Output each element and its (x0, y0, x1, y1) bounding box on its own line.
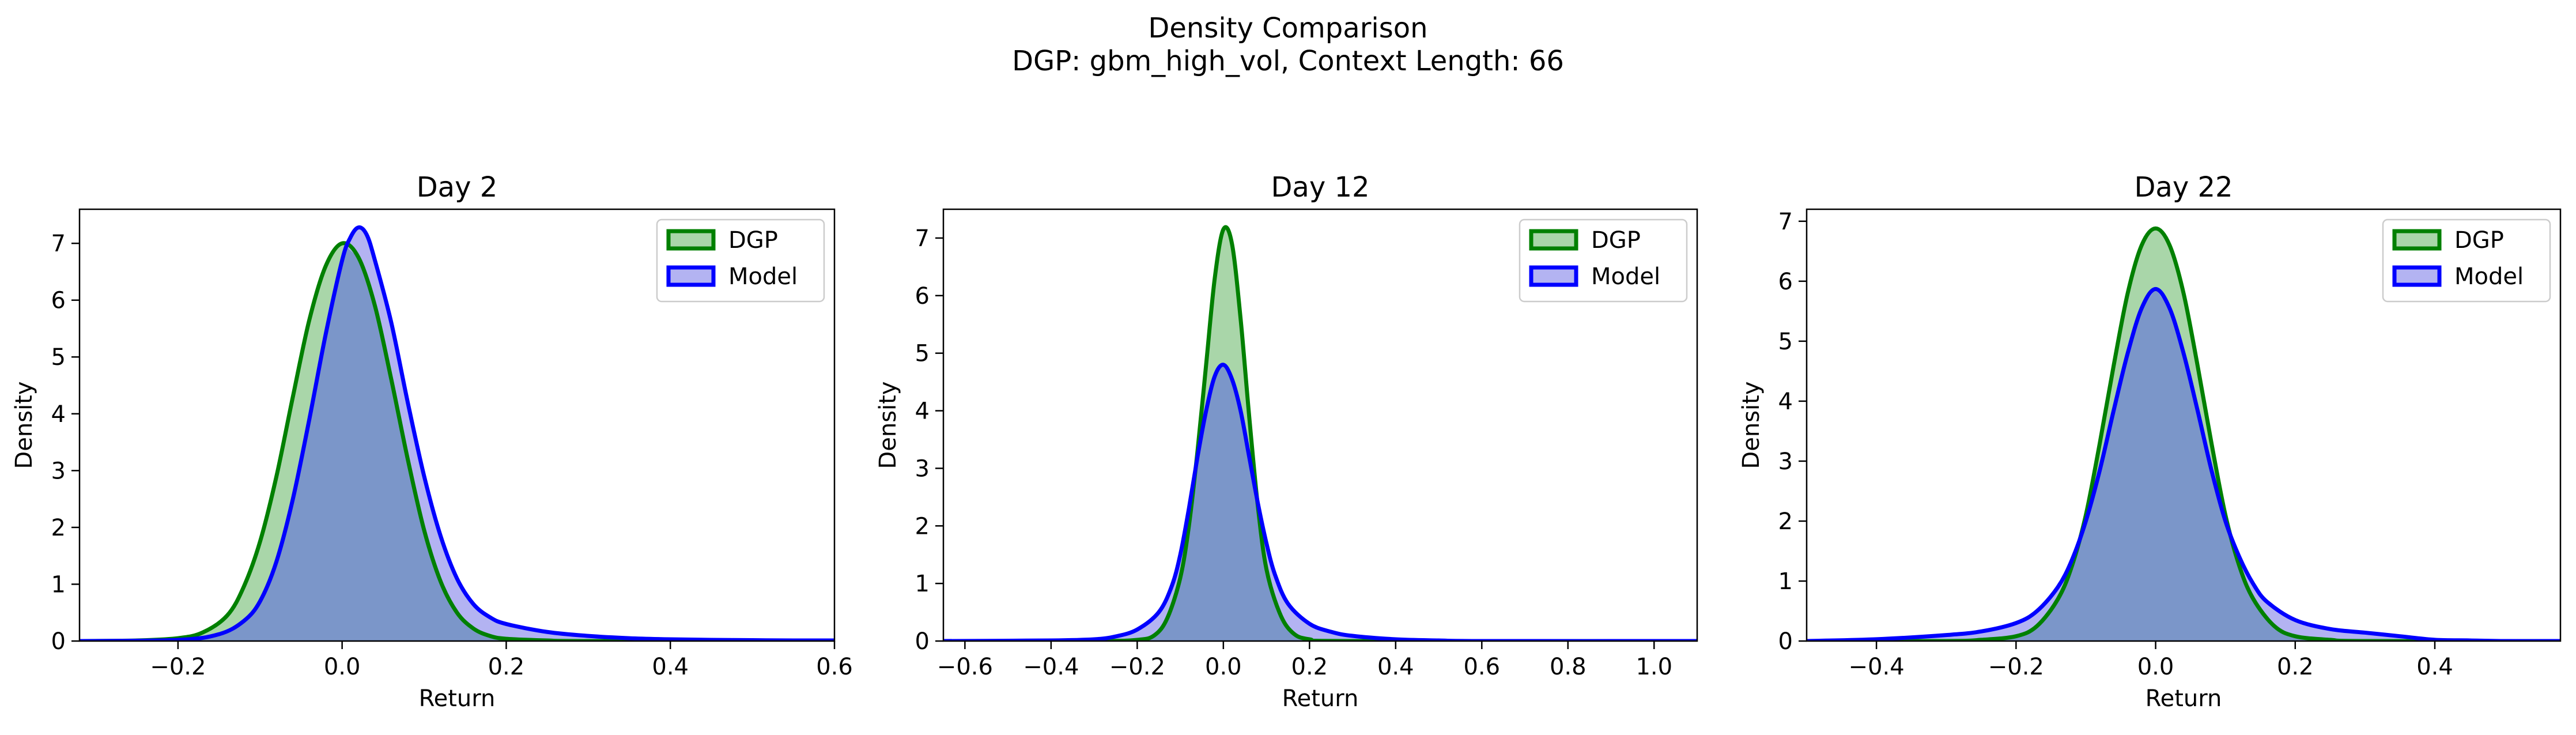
axes-frame (78, 208, 836, 642)
legend-label: DGP (2454, 227, 2504, 254)
x-axis-label: Return (419, 685, 496, 712)
legend-swatch (666, 229, 716, 251)
legend-label: Model (728, 263, 798, 290)
dgp-density-fill (80, 243, 834, 641)
x-tick-label: −0.2 (1988, 654, 2044, 680)
x-tick-label: 0.2 (2277, 654, 2314, 680)
y-tick-label: 0 (51, 628, 66, 655)
y-tick-label: 5 (51, 344, 66, 371)
legend-label: DGP (728, 227, 778, 254)
legend: DGP Model (656, 218, 825, 303)
y-tick-label: 5 (1778, 329, 1793, 355)
legend-swatch (2392, 229, 2442, 251)
x-axis-label: Return (2146, 685, 2222, 712)
dgp-density-line (80, 241, 834, 641)
y-tick-label: 6 (915, 283, 930, 310)
x-tick-label: −0.6 (937, 654, 993, 680)
y-tick-label: 3 (51, 458, 66, 484)
y-tick-label: 7 (51, 231, 66, 257)
y-tick-label: 3 (1778, 448, 1793, 475)
y-tick-label: 7 (1778, 209, 1793, 235)
y-tick-label: 4 (915, 398, 930, 425)
y-tick-label: 6 (1778, 269, 1793, 295)
legend-label: Model (2454, 263, 2524, 290)
y-axis-label: Density (11, 381, 37, 469)
plot-area (943, 225, 1697, 641)
x-tick-label: 0.2 (1291, 654, 1328, 680)
axes-frame (1806, 208, 2562, 642)
panel-title: Day 2 (417, 171, 498, 203)
y-tick-label: 1 (915, 571, 930, 597)
y-tick-label: 2 (915, 513, 930, 540)
x-tick-label: 0.0 (2137, 654, 2174, 680)
y-tick-label: 4 (51, 401, 66, 428)
panel-3: −0.4 −0.2 0.0 0.2 0.4 0 1 2 3 4 5 6 7 Day 22 Return Den… (1738, 171, 2562, 712)
axes-frame (942, 208, 1698, 642)
panel-1: −0.2 0.0 0.2 0.4 0.6 0 1 2 3 4 5 6 7 Day 2 Return Densi… (11, 171, 853, 712)
figure-subtitle: DGP: gbm_high_vol, Context Length: 66 (1012, 45, 1564, 77)
x-tick-label: 0.4 (652, 654, 689, 680)
x-tick-label: 0.2 (488, 654, 525, 680)
y-tick-label: 2 (51, 515, 66, 541)
dgp-density-line (943, 225, 1697, 641)
x-tick-label: 0.8 (1550, 654, 1587, 680)
x-tick-label: −0.4 (1849, 654, 1905, 680)
x-tick-label: −0.2 (150, 654, 206, 680)
legend-swatch (1529, 229, 1578, 251)
model-density-fill (943, 364, 1697, 641)
legend-swatch (2392, 265, 2442, 287)
legend-swatch (1529, 265, 1578, 287)
y-tick-label: 3 (915, 455, 930, 482)
model-density-line (1807, 287, 2560, 641)
y-tick-label: 1 (1778, 568, 1793, 595)
x-tick-label: 0.0 (324, 654, 361, 680)
x-tick-label: 0.0 (1205, 654, 1242, 680)
x-tick-label: 0.4 (2416, 654, 2453, 680)
overlap-density-fill (943, 365, 1697, 641)
figure-title: Density Comparison (1148, 12, 1427, 44)
panel-2: −0.6 −0.4 −0.2 0.0 0.2 0.4 0.6 0.8 1.0 0 1 2 3 4 5 6 7 Da… (875, 171, 1698, 712)
x-tick-label: −0.4 (1023, 654, 1079, 680)
legend-label: DGP (1591, 227, 1641, 254)
plot-area (80, 225, 834, 641)
x-axis-label: Return (1282, 685, 1359, 712)
y-tick-label: 0 (915, 628, 930, 655)
panel-title: Day 12 (1271, 171, 1369, 203)
y-tick-label: 2 (1778, 508, 1793, 535)
x-tick-label: 0.4 (1377, 654, 1414, 680)
legend-label: Model (1591, 263, 1660, 290)
legend: DGP Model (1519, 218, 1688, 303)
x-tick-label: −0.2 (1109, 654, 1165, 680)
y-axis-label: Density (875, 381, 901, 469)
x-tick-label: 1.0 (1636, 654, 1672, 680)
legend: DGP Model (2382, 218, 2551, 303)
y-tick-label: 1 (51, 571, 66, 598)
panel-title: Day 22 (2134, 171, 2233, 203)
model-density-line (80, 225, 834, 641)
y-tick-label: 0 (1778, 628, 1793, 655)
x-tick-label: 0.6 (816, 654, 853, 680)
y-tick-label: 5 (915, 341, 930, 367)
y-tick-label: 7 (915, 225, 930, 252)
y-tick-label: 6 (51, 288, 66, 314)
model-density-line (943, 363, 1697, 641)
legend-swatch (666, 265, 716, 287)
overlap-density-fill (1807, 289, 2560, 641)
x-tick-label: 0.6 (1463, 654, 1500, 680)
y-axis-label: Density (1738, 381, 1765, 469)
y-tick-label: 4 (1778, 389, 1793, 415)
dgp-density-line (1807, 226, 2560, 641)
plot-area (1807, 226, 2560, 641)
